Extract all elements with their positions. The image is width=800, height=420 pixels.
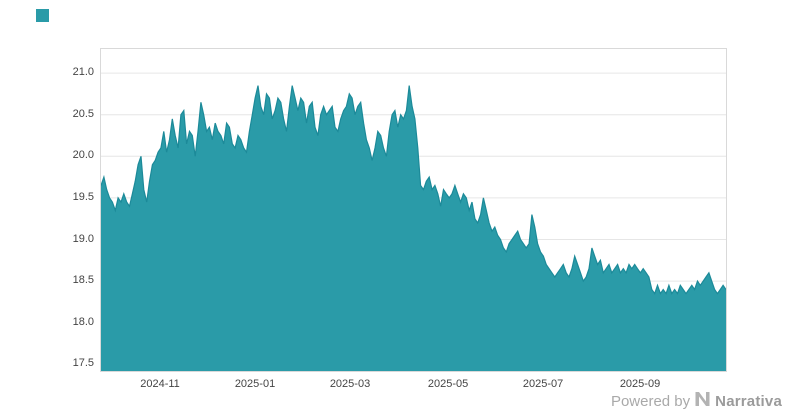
powered-by-label: Powered by [610, 393, 691, 410]
x-tick-label: 2025-05 [427, 378, 469, 390]
price-area-chart [100, 48, 727, 372]
area-series [101, 85, 726, 371]
x-tick-label: 2025-03 [329, 378, 371, 390]
y-tick-label: 17.5 [72, 357, 94, 370]
x-tick-label: 2025-09 [619, 378, 661, 390]
narrativa-brand-name: Narrativa [715, 393, 782, 410]
x-axis: 2024-11 2025-01 2025-03 2025-05 2025-07 2025-… [100, 378, 725, 394]
narrativa-logo-icon [695, 392, 710, 411]
y-tick-label: 19.0 [72, 232, 94, 245]
x-tick-label: 2025-01 [234, 378, 276, 390]
y-tick-label: 21.0 [72, 66, 94, 79]
x-tick-label: 2025-07 [522, 378, 564, 390]
line-series [101, 85, 726, 295]
y-tick-label: 19.5 [72, 190, 94, 203]
y-axis: 21.0 20.5 20.0 19.5 19.0 18.5 18.0 17.5 [48, 48, 94, 370]
y-tick-label: 20.0 [72, 149, 94, 162]
y-tick-label: 18.5 [72, 274, 94, 287]
x-tick-label: 2024-11 [140, 378, 180, 390]
brand-mark-square [36, 9, 49, 22]
y-tick-label: 20.5 [72, 107, 94, 120]
y-tick-label: 18.0 [72, 315, 94, 328]
footer-attribution: Powered by Narrativa [611, 392, 782, 411]
